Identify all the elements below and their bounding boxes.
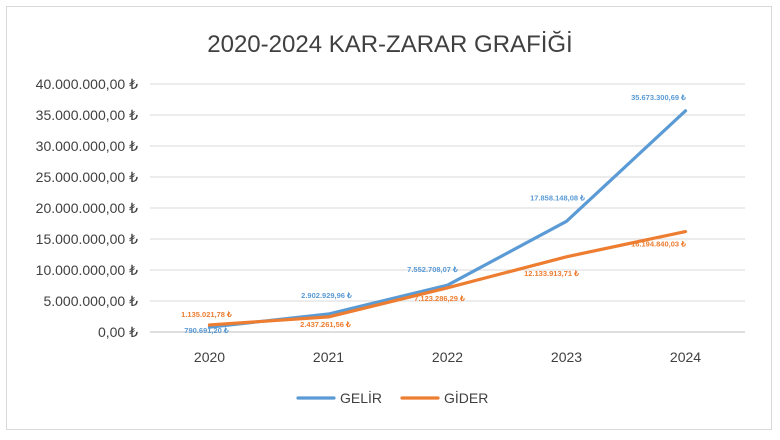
y-tick-label: 25.000.000,00 ₺ xyxy=(36,169,138,185)
y-tick-label: 5.000.000,00 ₺ xyxy=(43,293,138,309)
chart-frame xyxy=(6,6,772,430)
x-tick-label: 2023 xyxy=(551,349,582,365)
data-label: 7.123.286,29 ₺ xyxy=(414,294,466,303)
legend-label: GİDER xyxy=(444,389,488,406)
data-label: 2.437.261,56 ₺ xyxy=(300,320,352,329)
legend: GELİR GİDER xyxy=(296,389,488,406)
x-tick-label: 2020 xyxy=(194,349,225,365)
y-tick-label: 0,00 ₺ xyxy=(98,324,138,340)
data-label: 7.552.708,07 ₺ xyxy=(407,265,459,274)
data-label: 1.135.021,78 ₺ xyxy=(181,310,233,319)
data-label: 2.902.929,96 ₺ xyxy=(301,291,353,300)
data-label: 17.858.148,08 ₺ xyxy=(530,193,586,202)
series-lines xyxy=(207,109,688,329)
y-tick-label: 15.000.000,00 ₺ xyxy=(36,231,138,247)
x-axis-ticks: 2020 2021 2022 2023 2024 xyxy=(194,349,701,365)
chart-title: 2020-2024 KAR-ZARAR GRAFİĞİ xyxy=(207,31,572,58)
x-tick-label: 2022 xyxy=(432,349,463,365)
data-label: 12.133.913,71 ₺ xyxy=(524,269,580,278)
series-line-2 xyxy=(207,229,688,327)
data-label: 16.194.840,03 ₺ xyxy=(631,240,687,249)
x-tick-label: 2024 xyxy=(670,349,701,365)
data-labels: 790.691,20 ₺ 2.902.929,96 ₺ 7.552.708,07 ₺… xyxy=(181,93,687,335)
y-tick-label: 20.000.000,00 ₺ xyxy=(36,200,138,216)
y-tick-label: 10.000.000,00 ₺ xyxy=(36,262,138,278)
data-label: 790.691,20 ₺ xyxy=(184,326,230,335)
y-tick-label: 30.000.000,00 ₺ xyxy=(36,138,138,154)
y-tick-label: 35.000.000,00 ₺ xyxy=(36,107,138,123)
data-label: 35.673.300,69 ₺ xyxy=(631,93,687,102)
legend-label: GELİR xyxy=(340,389,382,406)
y-axis-ticks: 0,00 ₺ 5.000.000,00 ₺ 10.000.000,00 ₺ 15.00… xyxy=(36,76,138,340)
x-tick-label: 2021 xyxy=(313,349,344,365)
y-tick-label: 40.000.000,00 ₺ xyxy=(36,76,138,92)
